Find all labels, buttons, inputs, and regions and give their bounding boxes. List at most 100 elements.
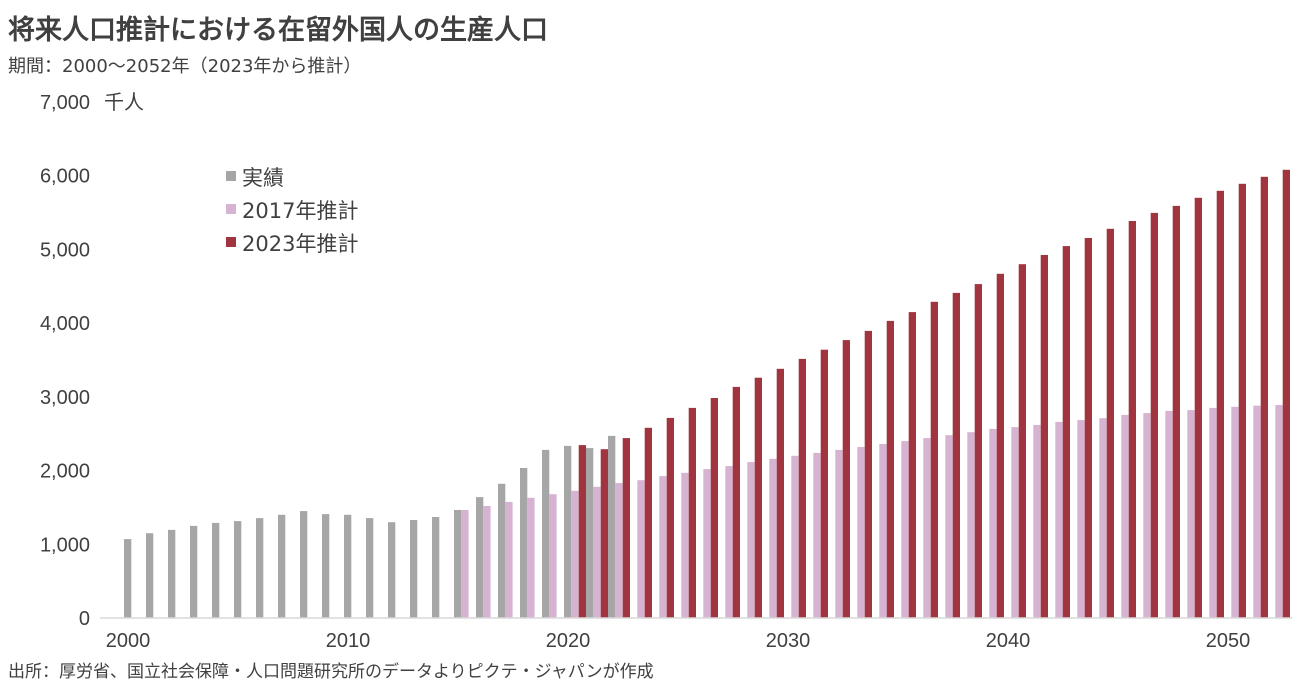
bar-1-2025 (681, 472, 689, 618)
bar-2-2040 (1018, 264, 1026, 618)
bar-0-2019 (542, 449, 550, 618)
bar-0-2005 (234, 521, 242, 618)
bar-2-2020 (578, 445, 586, 618)
y-tick-label: 7,000 (40, 92, 90, 114)
bar-0-2000 (124, 539, 132, 618)
bar-2-2032 (842, 340, 850, 618)
bar-1-2038 (967, 432, 975, 618)
bar-0-2018 (520, 468, 528, 618)
y-tick-label: 0 (79, 608, 90, 630)
bar-0-2011 (366, 518, 374, 618)
bar-2-2028 (754, 377, 762, 618)
y-tick-label: 1,000 (40, 534, 90, 556)
bar-2-2037 (952, 292, 960, 618)
legend-swatch (226, 237, 236, 247)
bar-1-2029 (769, 458, 777, 618)
chart-title: 将来人口推計における在留外国人の生産人口 (8, 15, 548, 46)
source-note: 出所：厚労省、国立社会保障・人口問題研究所のデータよりピクテ・ジャパンが作成 (8, 662, 654, 682)
bar-1-2019 (549, 494, 557, 618)
bar-0-2006 (256, 518, 264, 618)
bar-2-2038 (974, 284, 982, 618)
bar-1-2033 (857, 447, 865, 618)
legend-label: 2017年推計 (242, 199, 358, 223)
bar-2-2023 (644, 427, 652, 618)
legend-swatch (226, 204, 236, 214)
bar-2-2035 (908, 312, 916, 618)
bar-1-2040 (1011, 427, 1019, 618)
legend-swatch (226, 171, 236, 181)
bar-1-2052 (1275, 405, 1283, 618)
bar-0-2017 (498, 483, 506, 618)
x-tick-label: 2020 (546, 630, 591, 652)
bar-2-2052 (1282, 169, 1290, 619)
x-tick-label: 2050 (1206, 630, 1251, 652)
bar-2-2021 (600, 449, 608, 618)
bar-1-2044 (1099, 418, 1107, 618)
bar-2-2022 (622, 438, 630, 618)
bar-1-2037 (945, 435, 953, 618)
bar-1-2036 (923, 438, 931, 618)
bar-2-2048 (1194, 197, 1202, 619)
bar-2-2029 (776, 368, 784, 618)
bar-0-2004 (212, 522, 220, 618)
bar-1-2021 (593, 486, 601, 618)
bar-1-2024 (659, 476, 667, 618)
bar-0-2015 (454, 510, 462, 618)
bar-1-2030 (791, 455, 799, 618)
bar-1-2016 (483, 506, 491, 618)
y-tick-label: 6,000 (40, 166, 90, 188)
y-tick-label: 4,000 (40, 313, 90, 335)
bar-2-2030 (798, 358, 806, 618)
bar-0-2003 (190, 525, 198, 618)
bar-0-2020 (564, 445, 572, 618)
bar-1-2047 (1165, 410, 1173, 618)
bar-0-2007 (278, 514, 286, 618)
bar-2-2042 (1062, 246, 1070, 618)
bar-1-2051 (1253, 405, 1261, 618)
bar-1-2039 (989, 428, 997, 618)
bar-2-2034 (886, 320, 894, 618)
bar-1-2045 (1121, 414, 1129, 618)
bar-0-2022 (608, 435, 616, 618)
bar-2-2024 (666, 417, 674, 618)
bar-1-2020 (571, 490, 579, 618)
bar-1-2026 (703, 469, 711, 618)
chart-subtitle: 期間：2000～2052年（2023年から推計） (8, 56, 362, 77)
bar-0-2009 (322, 514, 330, 618)
bar-0-2021 (586, 448, 594, 618)
x-tick-label: 2030 (766, 630, 811, 652)
bar-2-2044 (1106, 228, 1114, 619)
bar-2-2041 (1040, 255, 1048, 618)
bar-1-2028 (747, 462, 755, 618)
bar-0-2001 (146, 533, 154, 618)
bar-2-2036 (930, 301, 938, 618)
bar-2-2026 (710, 398, 718, 618)
y-tick-label: 5,000 (40, 239, 90, 261)
bar-2-2046 (1150, 212, 1158, 618)
bar-2-2025 (688, 407, 696, 618)
bar-2-2050 (1238, 183, 1246, 619)
bar-2-2043 (1084, 238, 1092, 618)
bar-1-2015 (461, 510, 469, 618)
bar-1-2048 (1187, 410, 1195, 618)
bar-1-2027 (725, 466, 733, 618)
bar-2-2047 (1172, 205, 1180, 618)
y-tick-label: 2,000 (40, 461, 90, 483)
y-axis-unit: 千人 (104, 91, 144, 114)
bar-0-2012 (388, 522, 396, 618)
x-tick-label: 2040 (986, 630, 1031, 652)
bar-1-2042 (1055, 421, 1063, 618)
bar-0-2013 (410, 520, 418, 618)
bar-0-2016 (476, 497, 484, 618)
bar-1-2041 (1033, 424, 1041, 618)
bar-0-2008 (300, 511, 308, 618)
bar-2-2033 (864, 330, 872, 618)
bar-0-2002 (168, 529, 176, 618)
bar-2-2045 (1128, 221, 1136, 618)
legend-label: 実績 (242, 166, 284, 190)
bar-1-2050 (1231, 406, 1239, 618)
bar-2-2051 (1260, 176, 1268, 619)
bar-1-2018 (527, 497, 535, 618)
bar-1-2035 (901, 441, 909, 618)
